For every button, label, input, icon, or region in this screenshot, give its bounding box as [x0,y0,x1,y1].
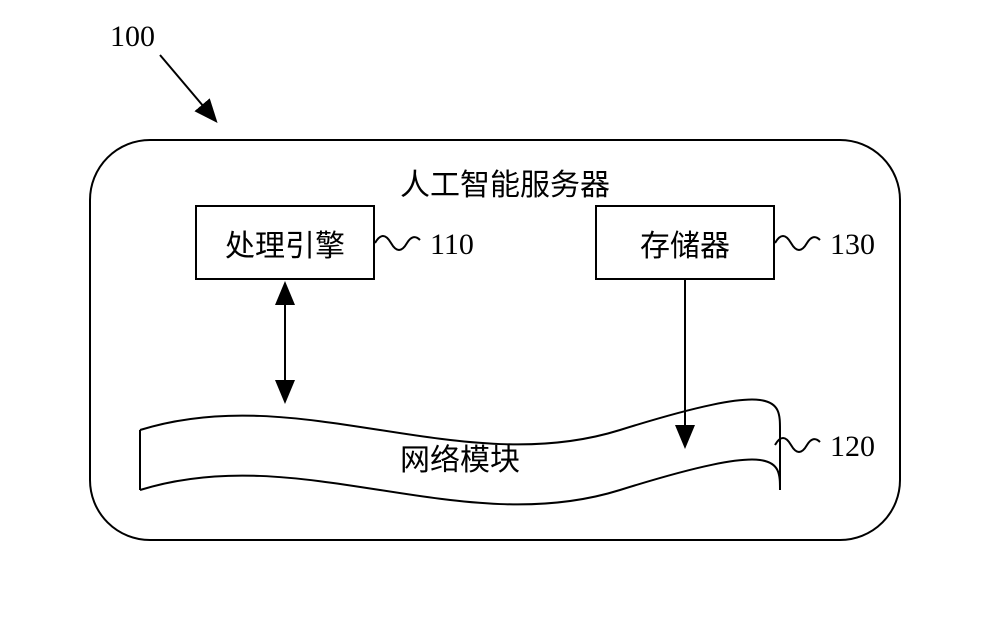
diagram-svg [0,0,1000,632]
container-rect [90,140,900,540]
lead-110 [375,236,420,250]
lead-130 [775,236,820,250]
lead-120 [775,438,820,452]
arrow-100 [160,55,215,120]
network-bottom [140,460,780,505]
diagram-canvas: 100 人工智能服务器 处理引擎 110 存储器 130 网络模块 120 [0,0,1000,632]
